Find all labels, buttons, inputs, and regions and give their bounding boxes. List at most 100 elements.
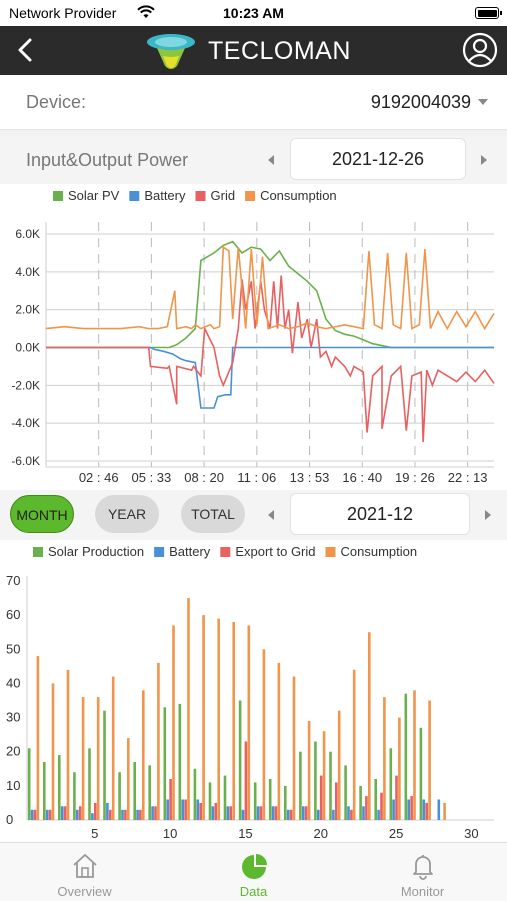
series-line-grid	[46, 275, 495, 443]
bar-consumption	[443, 802, 446, 820]
legend-swatch	[195, 191, 206, 201]
bar-solar-production	[208, 782, 212, 820]
bar-battery	[181, 799, 184, 820]
device-id[interactable]: 9192004039	[370, 92, 471, 112]
y-tick-label: 50	[6, 641, 20, 656]
dropdown-caret-icon[interactable]	[478, 99, 488, 105]
bar-solar-production	[223, 775, 227, 820]
device-label: Device:	[26, 92, 87, 112]
x-tick-label: 20	[314, 826, 328, 841]
bar-solar-production	[27, 748, 31, 820]
legend-label: Export to Grid	[235, 544, 315, 559]
bar-battery	[362, 806, 365, 820]
tab-overview[interactable]: Overview	[0, 843, 169, 901]
bar-consumption	[111, 676, 115, 820]
bar-export-to-grid	[169, 779, 172, 820]
month-picker[interactable]: 2021-12	[290, 493, 470, 535]
y-tick-label: 0.0K	[15, 341, 40, 355]
device-selector[interactable]: Device: 9192004039	[0, 75, 507, 130]
bar-battery	[302, 806, 305, 820]
back-arrow-icon[interactable]	[14, 36, 38, 64]
bar-battery	[121, 809, 124, 820]
power-line-chart: Solar PV Battery Grid Consumption 6.0K 4.0K 2.…	[0, 184, 507, 490]
tecloman-logo	[147, 34, 195, 69]
bar-consumption	[157, 662, 160, 820]
series-line-consumption	[45, 245, 495, 331]
bar-battery	[332, 809, 335, 820]
x-tick-label: 30	[464, 826, 478, 841]
bar-export-to-grid	[274, 806, 278, 820]
bar-consumption	[262, 649, 266, 820]
bar-solar-production	[299, 751, 302, 820]
bar-export-to-grid	[109, 809, 112, 820]
bar-export-to-grid	[244, 741, 248, 820]
bar-consumption	[413, 690, 416, 820]
bar-battery	[347, 806, 350, 820]
bar-solar-production	[314, 741, 317, 820]
bar-solar-production	[359, 785, 362, 820]
bar-export-to-grid	[259, 806, 263, 820]
nav-bar: TECLOMAN	[0, 26, 507, 75]
bar-export-to-grid	[410, 796, 413, 820]
y-tick-label: 2.0K	[15, 303, 40, 317]
bar-export-to-grid	[289, 809, 293, 820]
bar-export-to-grid	[78, 806, 82, 820]
bar-consumption	[172, 625, 175, 820]
prev-day-icon[interactable]	[268, 155, 274, 165]
bar-solar-production	[419, 727, 423, 820]
legend-swatch	[53, 191, 63, 201]
bar-solar-production	[193, 768, 197, 820]
y-tick-label: 20	[6, 744, 20, 759]
bar-battery	[91, 813, 94, 820]
y-tick-label: 40	[6, 675, 20, 690]
bar-battery	[60, 806, 64, 820]
user-account-icon[interactable]	[461, 31, 499, 69]
bar-solar-production	[329, 751, 332, 820]
bar-consumption	[36, 656, 40, 820]
bar-solar-production	[389, 748, 393, 820]
y-tick-label: 4.0K	[15, 265, 40, 279]
tab-monitor[interactable]: Monitor	[338, 843, 507, 901]
bar-consumption	[352, 669, 356, 820]
bar-battery	[407, 799, 410, 820]
bar-battery	[151, 806, 154, 820]
bar-export-to-grid	[214, 802, 218, 820]
tab-year[interactable]: YEAR	[95, 495, 159, 533]
bar-export-to-grid	[319, 775, 323, 820]
bar-battery	[392, 799, 395, 820]
bar-export-to-grid	[184, 799, 187, 820]
tab-month[interactable]: MONTH	[10, 495, 74, 533]
legend-label: Battery	[169, 544, 211, 559]
tab-data[interactable]: Data	[169, 843, 338, 901]
bar-export-to-grid	[154, 806, 157, 820]
clock: 10:23 AM	[223, 5, 284, 21]
tab-total[interactable]: TOTAL	[181, 495, 245, 533]
y-tick-label: -6.0K	[11, 454, 40, 468]
next-month-icon[interactable]	[485, 510, 491, 520]
tab-monitor-label: Monitor	[400, 884, 445, 899]
y-tick-label: 70	[6, 573, 20, 588]
bar-export-to-grid	[304, 806, 308, 820]
bar-consumption	[81, 697, 85, 820]
bar-battery	[166, 799, 169, 820]
bar-solar-production	[284, 785, 287, 820]
bar-solar-production	[374, 779, 377, 820]
x-tick-label: 08 : 20	[184, 470, 224, 485]
bar-battery	[317, 809, 320, 820]
next-day-icon[interactable]	[481, 155, 487, 165]
power-section-title: Input&Output Power	[26, 150, 189, 170]
bar-consumption	[187, 598, 190, 820]
monthly-bar-chart: Solar Production Battery Export to Grid Con…	[0, 540, 507, 842]
bar-solar-production	[58, 755, 61, 820]
bar-solar-production	[253, 782, 257, 820]
day-picker[interactable]: 2021-12-26	[290, 138, 466, 180]
x-tick-label: 15	[238, 826, 252, 841]
line-chart-svg: Solar PV Battery Grid Consumption 6.0K 4.0K 2.…	[11, 188, 495, 485]
bar-export-to-grid	[94, 802, 97, 820]
house-icon	[73, 853, 97, 878]
prev-month-icon[interactable]	[268, 510, 274, 520]
x-tick-label: 11 : 06	[237, 470, 276, 485]
x-tick-label: 22 : 13	[448, 470, 488, 485]
day-value: 2021-12-26	[331, 149, 425, 169]
series-line-battery	[46, 346, 494, 409]
